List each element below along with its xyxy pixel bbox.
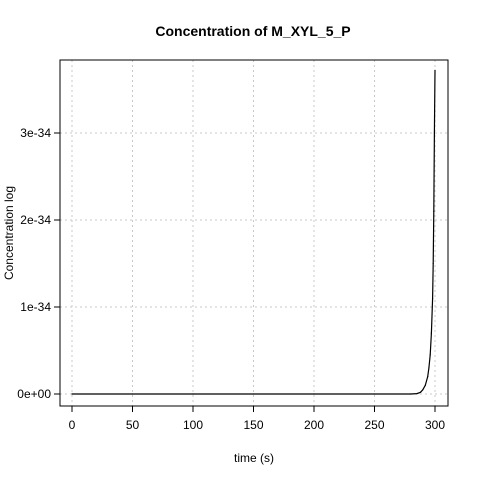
data-point-0-3 bbox=[252, 393, 255, 395]
data-point-0-12 bbox=[428, 367, 430, 369]
data-point-0-1 bbox=[131, 393, 134, 395]
x-tick-label-6: 300 bbox=[425, 418, 445, 432]
data-point-0-7 bbox=[416, 392, 418, 395]
data-point-0-5 bbox=[373, 393, 376, 395]
x-tick-label-0: 0 bbox=[69, 418, 76, 432]
x-tick-label-4: 200 bbox=[304, 418, 324, 432]
data-point-0-8 bbox=[419, 391, 422, 393]
y-tick-label-2: 2e-34 bbox=[20, 213, 51, 227]
y-axis-label: Concentration log bbox=[2, 186, 16, 280]
x-axis: 0 50 100 150 200 250 300 bbox=[69, 406, 445, 432]
chart-title: Concentration of M_XYL_5_P bbox=[155, 23, 350, 39]
data-point-0-4 bbox=[313, 393, 315, 395]
data-point-0-19 bbox=[434, 69, 436, 71]
y-tick-label-3: 3e-34 bbox=[20, 126, 51, 140]
data-point-0-11 bbox=[427, 376, 429, 378]
data-point-0-6 bbox=[410, 393, 412, 395]
data-point-0-13 bbox=[429, 354, 431, 356]
y-axis: 0e+00 1e-34 2e-34 3e-34 bbox=[17, 126, 60, 401]
x-tick-label-2: 100 bbox=[183, 418, 203, 432]
x-axis-label: time (s) bbox=[234, 451, 274, 465]
y-tick-label-0: 0e+00 bbox=[17, 387, 51, 401]
grid bbox=[60, 60, 448, 406]
data-point-0-14 bbox=[430, 332, 432, 334]
data-point-0-17 bbox=[433, 210, 435, 212]
data-point-0-0 bbox=[71, 393, 73, 395]
data-point-0-18 bbox=[433, 132, 435, 134]
data-point-0-15 bbox=[431, 297, 434, 299]
data-point-0-9 bbox=[422, 389, 424, 391]
data-point-0-16 bbox=[432, 262, 434, 265]
series-line-0 bbox=[72, 70, 436, 395]
x-tick-label-5: 250 bbox=[364, 418, 384, 432]
data-point-0-10 bbox=[424, 384, 426, 386]
data-point-0-2 bbox=[192, 393, 194, 395]
x-tick-label-3: 150 bbox=[243, 418, 263, 432]
y-tick-label-1: 1e-34 bbox=[20, 300, 51, 314]
x-tick-label-1: 50 bbox=[126, 418, 140, 432]
plot-series bbox=[71, 69, 436, 395]
